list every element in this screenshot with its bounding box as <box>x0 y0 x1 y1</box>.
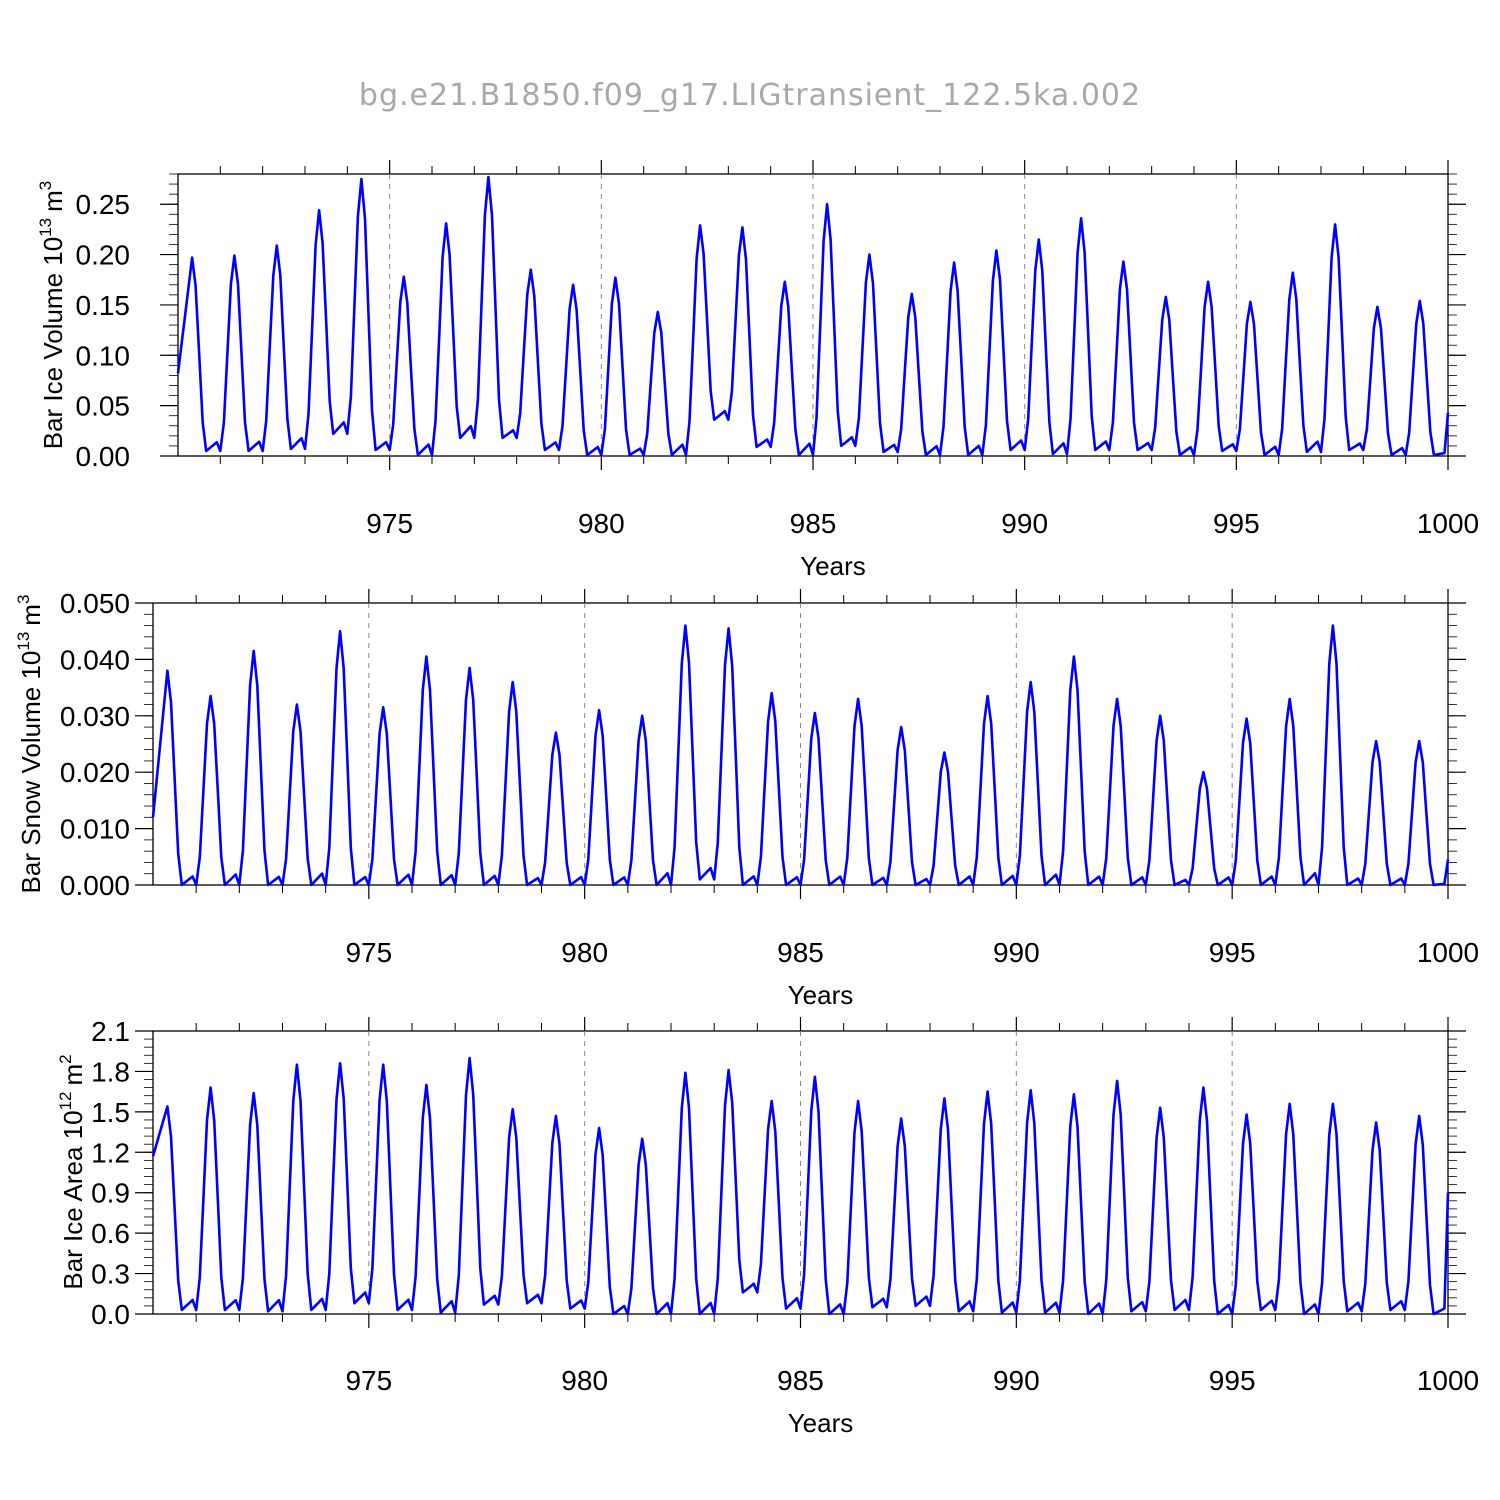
x-tick-label: 975 <box>345 937 392 968</box>
x-tick-label: 995 <box>1209 937 1256 968</box>
y-axis-label: Bar Ice Volume 1013 m3 <box>36 181 68 450</box>
x-tick-label: 985 <box>777 937 824 968</box>
y-axis-label-text: Bar Ice Area 10 <box>58 1110 88 1289</box>
y-tick-label: 0.10 <box>76 340 131 371</box>
y-tick-label: 0.030 <box>60 701 130 732</box>
panel-1: 975 980 985 990 995 1000 0.00 0.05 0.10 0.15 0.20 0… <box>36 160 1479 581</box>
y-axis-label-exponent: 12 <box>56 1091 75 1110</box>
y-tick-label: 0.000 <box>60 870 130 901</box>
x-axis-label: Years <box>800 551 866 581</box>
y-tick-label: 0.6 <box>91 1218 130 1249</box>
y-tick-label: 0.20 <box>76 240 131 271</box>
x-tick-label: 1000 <box>1417 508 1479 539</box>
y-tick-label: 1.5 <box>91 1097 130 1128</box>
x-tick-label: 1000 <box>1417 1365 1479 1396</box>
x-tick-label: 980 <box>578 508 625 539</box>
x-tick-label: 975 <box>345 1365 392 1396</box>
y-tick-label: 0.05 <box>76 391 131 422</box>
y-axis-label-unit-exponent: 3 <box>36 181 55 190</box>
y-tick-label: 2.1 <box>91 1016 130 1047</box>
panel-2: 975 980 985 990 995 1000 0.000 0.010 0.020 0.030 0… <box>14 588 1479 1010</box>
x-tick-label: 1000 <box>1417 937 1479 968</box>
x-axis-label: Years <box>788 1408 854 1438</box>
y-tick-label: 0.25 <box>76 189 131 220</box>
panel-3: 975 980 985 990 995 1000 0.0 0.3 0.6 0.9 1.2 1.5 1.8… <box>56 1016 1479 1438</box>
y-tick-label: 0.050 <box>60 588 130 619</box>
y-axis-label-text: Bar Ice Volume 10 <box>38 237 68 449</box>
y-axis-label-unit-exponent: 2 <box>56 1054 75 1063</box>
y-axis-label: Bar Ice Area 1012 m2 <box>56 1054 88 1289</box>
series-line <box>151 1056 1450 1316</box>
x-tick-label: 995 <box>1209 1365 1256 1396</box>
x-tick-label: 990 <box>993 1365 1040 1396</box>
x-tick-label: 980 <box>561 1365 608 1396</box>
y-axis-label-unit: m <box>38 190 68 212</box>
chart-title: bg.e21.B1850.f09_g17.LIGtransient_122.5k… <box>358 78 1142 113</box>
y-axis-label-unit: m <box>58 1064 88 1086</box>
x-tick-label: 995 <box>1213 508 1260 539</box>
series-line <box>151 624 1450 887</box>
y-axis-label-exponent: 13 <box>14 632 33 651</box>
y-tick-label: 0.00 <box>76 441 131 472</box>
y-axis-label: Bar Snow Volume 1013 m3 <box>14 595 46 894</box>
x-tick-label: 975 <box>366 508 413 539</box>
x-tick-label: 985 <box>790 508 837 539</box>
y-tick-label: 0.3 <box>91 1259 130 1290</box>
y-tick-label: 0.15 <box>76 290 131 321</box>
x-tick-label: 990 <box>993 937 1040 968</box>
x-tick-label: 985 <box>777 1365 824 1396</box>
y-axis-label-text: Bar Snow Volume 10 <box>16 651 46 894</box>
y-tick-label: 0.0 <box>91 1299 130 1330</box>
y-tick-label: 0.9 <box>91 1178 130 1209</box>
series-line <box>176 175 1450 457</box>
y-axis-label-unit-exponent: 3 <box>14 595 33 604</box>
x-axis-label: Years <box>788 980 854 1010</box>
y-tick-label: 0.010 <box>60 814 130 845</box>
y-tick-label: 1.8 <box>91 1056 130 1087</box>
y-tick-label: 0.020 <box>60 757 130 788</box>
x-tick-label: 990 <box>1001 508 1048 539</box>
y-tick-label: 1.2 <box>91 1137 130 1168</box>
x-tick-label: 980 <box>561 937 608 968</box>
y-axis-label-unit: m <box>16 604 46 626</box>
y-axis-label-exponent: 13 <box>36 218 55 237</box>
y-tick-label: 0.040 <box>60 644 130 675</box>
